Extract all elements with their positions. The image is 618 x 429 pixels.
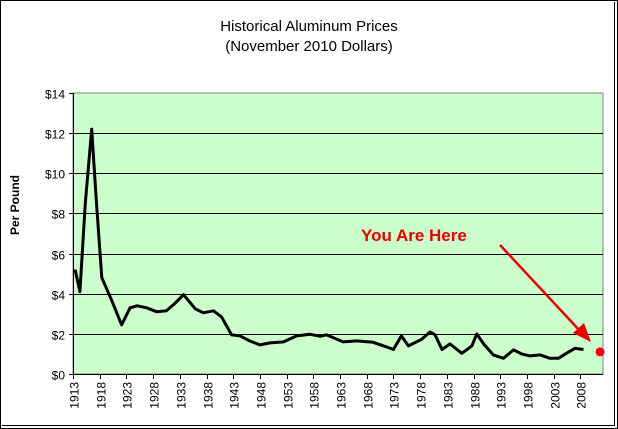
x-tick-label: 1953 xyxy=(282,382,296,409)
chart-title: Historical Aluminum Prices xyxy=(220,18,398,35)
y-tick-label: $10 xyxy=(45,168,65,182)
x-tick-label: 1993 xyxy=(495,382,509,409)
annotation-arrow-head xyxy=(573,323,591,342)
y-tick-label: $14 xyxy=(45,88,65,102)
plot-background xyxy=(72,92,604,375)
chart-subtitle: (November 2010 Dollars) xyxy=(225,38,393,55)
x-tick-label: 1968 xyxy=(362,382,376,409)
x-tick-label: 1913 xyxy=(68,382,82,409)
annotation-arrow-shaft xyxy=(499,244,582,333)
y-tick-label: $4 xyxy=(52,289,66,303)
y-tick-label: $12 xyxy=(45,128,65,142)
y-tick-label: $6 xyxy=(52,249,66,263)
x-tick-label: 1998 xyxy=(522,382,536,409)
x-tick-label: 1943 xyxy=(228,382,242,409)
x-tick-label: 1978 xyxy=(415,382,429,409)
x-tick-label: 1988 xyxy=(469,382,483,409)
x-tick-label: 1963 xyxy=(335,382,349,409)
y-tick-label: $8 xyxy=(52,208,66,222)
annotation-label: You Are Here xyxy=(361,226,467,245)
x-tick-label: 1928 xyxy=(148,382,162,409)
x-tick-label: 2008 xyxy=(575,382,589,409)
x-tick-label: 1983 xyxy=(442,382,456,409)
y-tick-label: $0 xyxy=(52,369,66,383)
current-price-dot xyxy=(595,347,605,357)
x-tick-label: 1973 xyxy=(388,382,402,409)
x-tick-label: 1918 xyxy=(95,382,109,409)
y-tick-label: $2 xyxy=(52,329,66,343)
price-line xyxy=(73,127,584,360)
x-tick-label: 2003 xyxy=(549,382,563,409)
x-tick-label: 1933 xyxy=(175,382,189,409)
x-tick-label: 1938 xyxy=(202,382,216,409)
x-tick-label: 1958 xyxy=(308,382,322,409)
x-tick-label: 1923 xyxy=(121,382,135,409)
x-tick-label: 1948 xyxy=(255,382,269,409)
